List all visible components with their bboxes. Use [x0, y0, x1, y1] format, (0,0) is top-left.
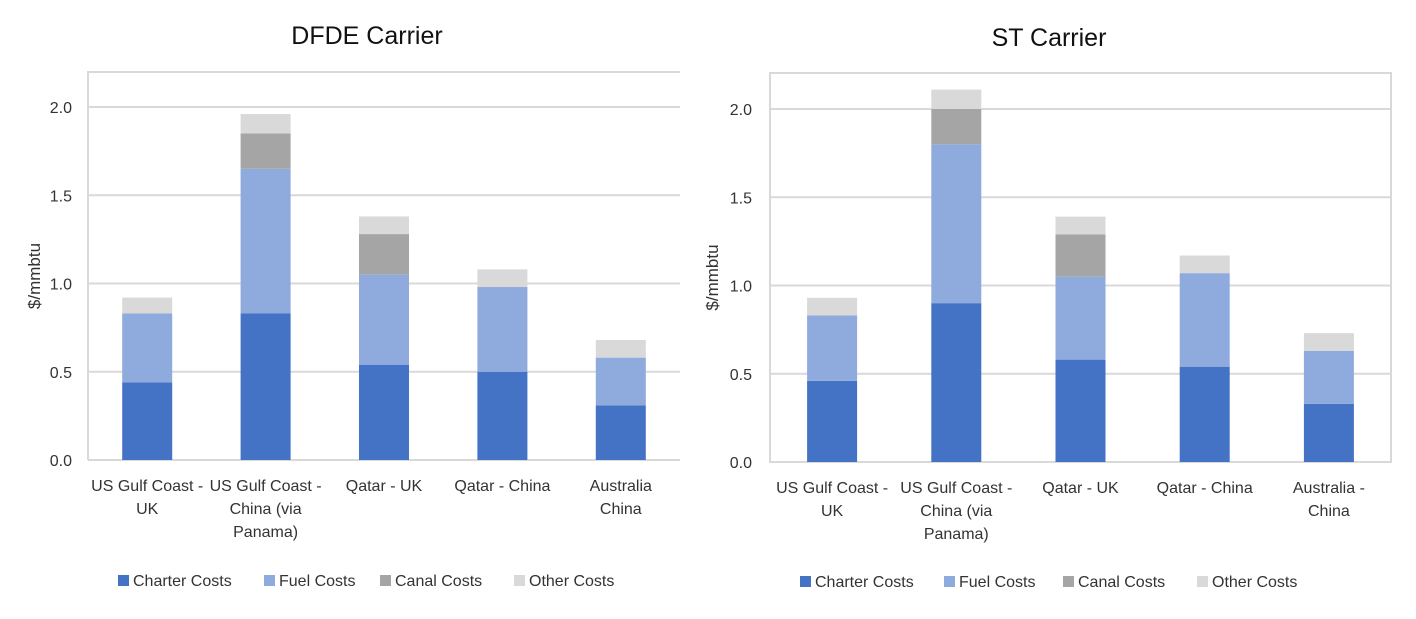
plot-frame	[87, 71, 680, 460]
bar-other-costs	[931, 89, 982, 109]
bar-fuel-costs	[359, 274, 409, 365]
legend-label: Canal Costs	[1078, 574, 1165, 591]
x-category-label: Qatar - China	[454, 478, 550, 495]
bar-charter-costs	[1303, 403, 1354, 462]
legend-label: Charter Costs	[133, 573, 232, 590]
legend-swatch	[264, 575, 275, 586]
bar-fuel-costs	[1055, 276, 1106, 360]
bar-fuel-costs	[1179, 273, 1230, 367]
bar-other-costs	[807, 297, 858, 316]
y-tick-label: 2.0	[730, 102, 752, 119]
y-tick-label: 0.5	[50, 365, 72, 382]
legend-label: Canal Costs	[395, 573, 482, 590]
bar-canal-costs	[1055, 234, 1106, 277]
legend-label: Fuel Costs	[959, 574, 1035, 591]
x-category-label: US Gulf Coast -	[91, 478, 203, 495]
x-category-label: Qatar - UK	[346, 478, 423, 495]
legend-label: Charter Costs	[815, 574, 914, 591]
bar-other-costs	[359, 216, 409, 235]
bar-canal-costs	[240, 133, 291, 169]
legend-swatch	[380, 575, 391, 586]
y-tick-label: 1.5	[730, 190, 752, 207]
bar-fuel-costs	[595, 357, 646, 406]
chart-title: ST Carrier	[992, 24, 1107, 52]
bar-fuel-costs	[477, 287, 528, 372]
y-tick-label: 2.0	[50, 100, 72, 117]
bar-charter-costs	[595, 405, 646, 460]
y-axis-label: $/mmbtu	[703, 244, 722, 310]
legend-swatch	[1063, 576, 1074, 587]
y-tick-label: 0.0	[730, 455, 752, 472]
bar-canal-costs	[931, 109, 982, 145]
x-category-label: US Gulf Coast -	[210, 478, 322, 495]
bar-charter-costs	[359, 364, 409, 460]
bar-fuel-costs	[122, 313, 173, 383]
legend-swatch	[1197, 576, 1208, 587]
y-tick-label: 1.0	[730, 279, 752, 296]
bar-fuel-costs	[1303, 350, 1354, 404]
legend-swatch	[118, 575, 129, 586]
legend-swatch	[800, 576, 811, 587]
bar-fuel-costs	[807, 315, 858, 381]
bar-charter-costs	[477, 371, 528, 460]
legend-label: Other Costs	[1212, 574, 1297, 591]
x-category-label: Australia -	[1293, 480, 1365, 497]
x-category-label: China (via	[230, 501, 302, 518]
bar-canal-costs	[359, 234, 409, 275]
x-category-label: Panama)	[924, 526, 989, 543]
bar-other-costs	[1055, 216, 1106, 235]
bar-charter-costs	[122, 382, 173, 460]
chart-title: DFDE Carrier	[291, 22, 442, 50]
x-category-label: Australia	[590, 478, 652, 495]
legend-swatch	[514, 575, 525, 586]
x-category-label: US Gulf Coast -	[776, 480, 888, 497]
bar-other-costs	[122, 297, 173, 314]
y-tick-label: 1.5	[50, 188, 72, 205]
x-category-label: US Gulf Coast -	[900, 480, 1012, 497]
x-category-label: UK	[136, 501, 159, 518]
bar-other-costs	[1179, 255, 1230, 274]
legend: Charter Costs Fuel Costs Canal Costs Other …	[800, 574, 1297, 591]
legend: Charter Costs Fuel Costs Canal Costs Other …	[118, 573, 614, 590]
legend-label: Other Costs	[529, 573, 614, 590]
bar-fuel-costs	[931, 144, 982, 304]
y-tick-label: 0.5	[730, 367, 752, 384]
x-category-label: Panama)	[233, 524, 298, 541]
bar-charter-costs	[1179, 366, 1230, 462]
bar-charter-costs	[1055, 359, 1106, 462]
x-category-label: UK	[821, 503, 844, 520]
bar-fuel-costs	[240, 168, 291, 314]
y-tick-label: 0.0	[50, 453, 72, 470]
x-category-label: Qatar - China	[1157, 480, 1253, 497]
chart-2: ST Carrier 0.0 0.5 1.0 1.5 2.0 $/mmbtu US Gulf …	[703, 24, 1392, 591]
x-category-label: China	[600, 501, 642, 518]
bar-other-costs	[477, 269, 528, 288]
bar-other-costs	[595, 339, 646, 358]
x-category-label: Qatar - UK	[1042, 480, 1119, 497]
bar-charter-costs	[807, 380, 858, 462]
legend-swatch	[944, 576, 955, 587]
y-axis-label: $/mmbtu	[25, 243, 44, 309]
bar-charter-costs	[931, 303, 982, 462]
bar-other-costs	[1303, 333, 1354, 351]
x-category-label: China (via	[920, 503, 992, 520]
chart-1: DFDE Carrier 0.0 0.5 1.0 1.5 2.0 $/mmbtu US Gul…	[25, 22, 680, 590]
legend-label: Fuel Costs	[279, 573, 355, 590]
y-tick-label: 1.0	[50, 277, 72, 294]
x-category-label: China	[1308, 503, 1350, 520]
bar-other-costs	[240, 114, 291, 134]
bar-charter-costs	[240, 313, 291, 460]
